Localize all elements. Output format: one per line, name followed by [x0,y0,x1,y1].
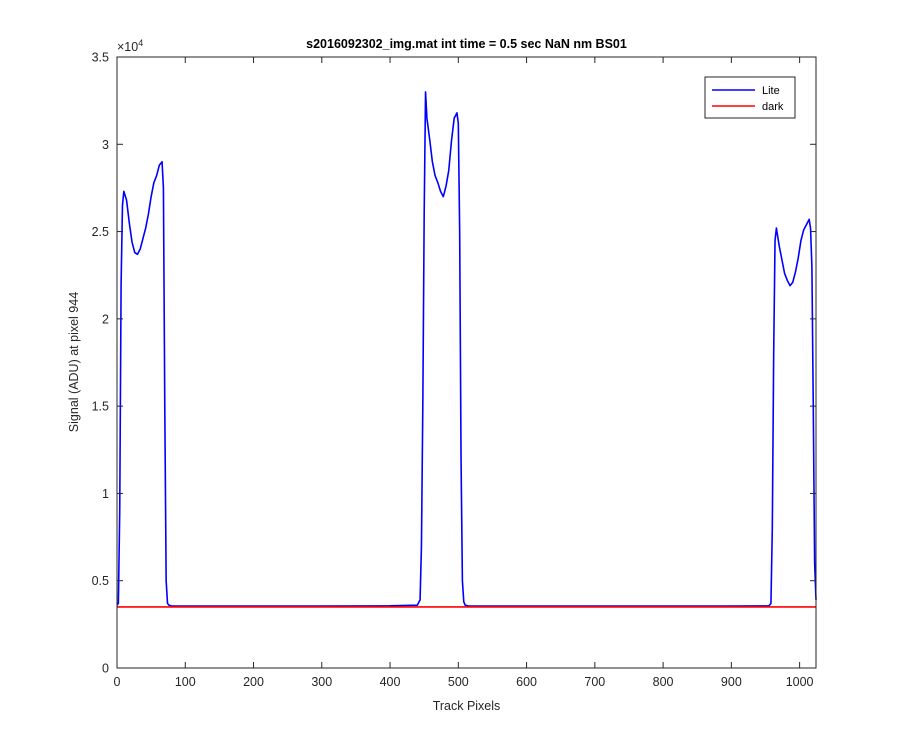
y-tick-label: 1.5 [92,400,109,414]
y-tick-label: 2.5 [92,225,109,239]
y-tick-label: 1 [102,487,109,501]
x-tick-label: 600 [516,675,537,689]
chart-title: s2016092302_img.mat int time = 0.5 sec N… [306,37,627,51]
legend-label-lite: Lite [762,85,780,97]
x-tick-label: 200 [243,675,264,689]
series-layer [116,91,817,608]
y-tick-label: 3 [102,138,109,152]
x-tick-label: 800 [653,675,674,689]
legend: Lite dark [704,76,796,119]
axes-frame [116,56,817,669]
legend-box [704,76,796,119]
x-tick-label: 100 [175,675,196,689]
y-axis-label: Signal (ADU) at pixel 944 [67,292,81,432]
x-axis-ticks: 0 100 200 300 400 500 600 700 800 900 1000 [114,57,814,689]
x-tick-label: 0 [114,675,121,689]
x-axis-label: Track Pixels [433,699,501,713]
y-tick-label: 0 [102,662,109,676]
y-tick-label: 2 [102,312,109,326]
legend-label-dark: dark [762,101,784,113]
x-tick-label: 700 [584,675,605,689]
x-tick-label: 400 [380,675,401,689]
y-tick-label: 3.5 [92,51,109,65]
axes-background [117,57,816,668]
x-tick-label: 1000 [786,675,814,689]
y-exponent-label: ×104 [117,38,143,54]
y-axis-ticks: 0 0.5 1 1.5 2 2.5 3 3.5 [92,51,816,676]
x-tick-label: 300 [311,675,332,689]
y-tick-label: 0.5 [92,574,109,588]
x-tick-label: 500 [448,675,469,689]
series-line-lite [116,91,817,607]
x-tick-label: 900 [721,675,742,689]
